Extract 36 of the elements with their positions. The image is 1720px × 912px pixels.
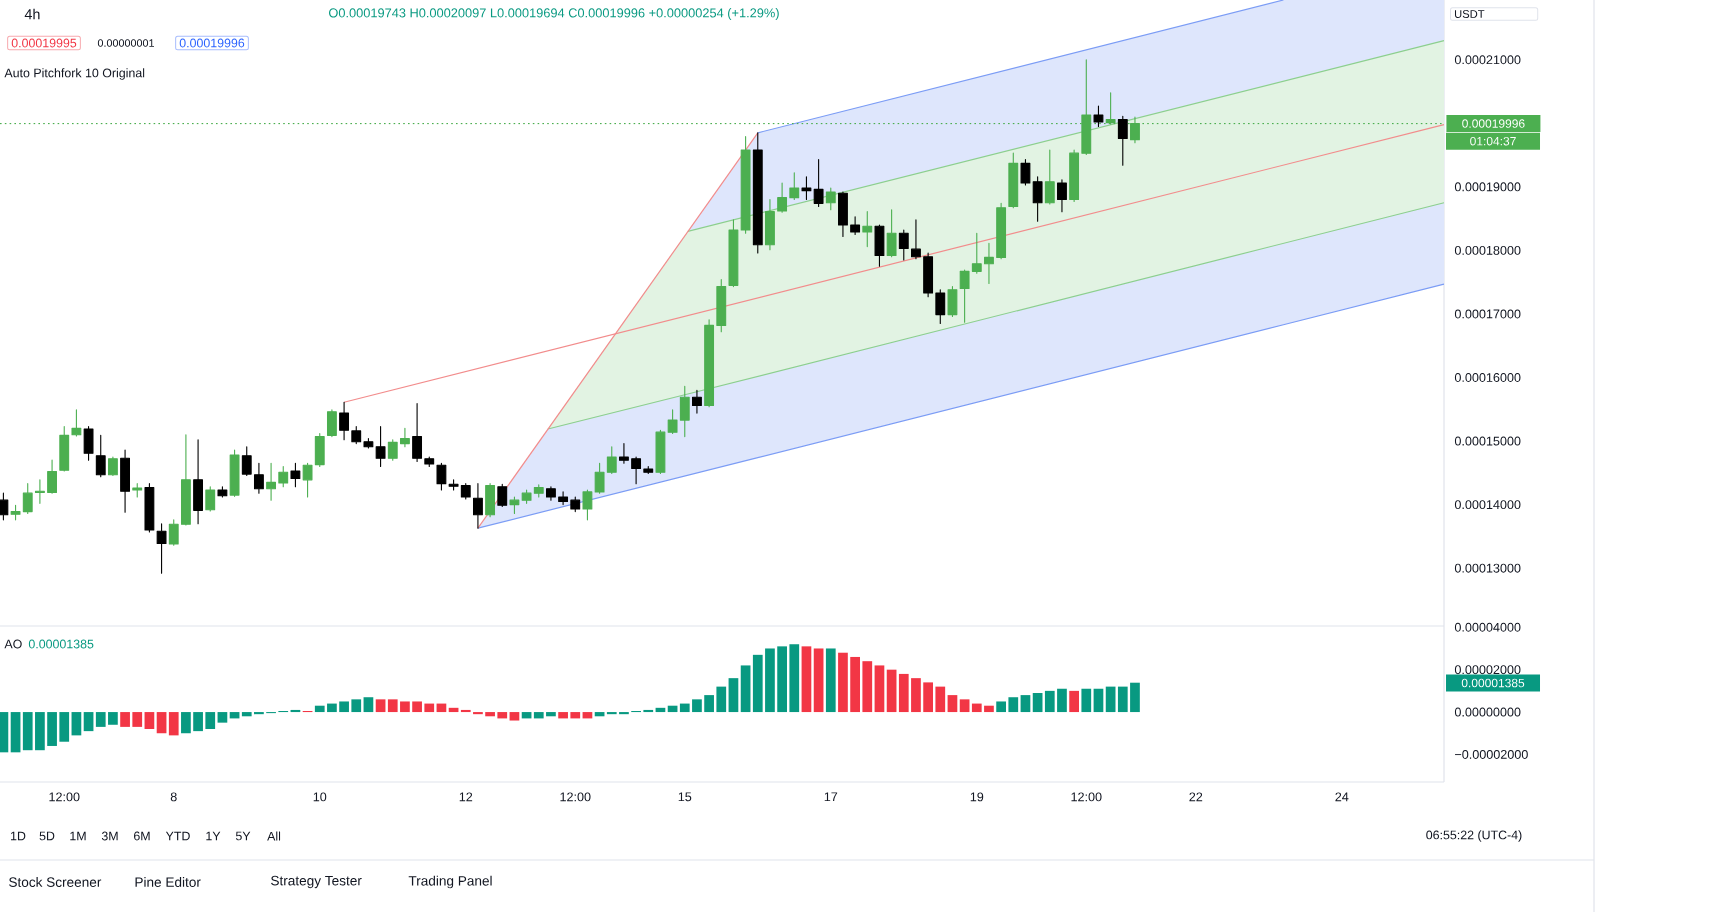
candlestick (1117, 115, 1128, 166)
candlestick (436, 462, 447, 491)
candlestick (1093, 105, 1104, 128)
candlestick (156, 523, 167, 574)
candlestick (1057, 179, 1067, 213)
candlestick (107, 456, 118, 476)
candlestick (326, 409, 337, 438)
candlestick (1044, 149, 1055, 205)
candlestick (1008, 152, 1019, 209)
candlestick (71, 409, 82, 437)
candlestick (229, 449, 240, 497)
bar (1069, 690, 1079, 713)
candlestick (132, 483, 143, 498)
candlestick (95, 434, 106, 478)
candlestick (874, 224, 885, 267)
candlestick (302, 462, 313, 498)
candlestick (692, 389, 702, 414)
candlestick (144, 483, 155, 533)
candlestick (290, 462, 301, 488)
candlestick (217, 486, 228, 498)
candlestick (193, 439, 203, 525)
candlestick (59, 425, 70, 472)
candlestick (825, 187, 836, 211)
candlestick (83, 425, 94, 461)
candlestick (886, 209, 897, 258)
candlestick (0, 492, 9, 521)
candlestick (497, 483, 508, 508)
candlestick (314, 432, 325, 468)
candlestick (472, 483, 483, 529)
candlestick (862, 211, 873, 248)
candlestick (947, 286, 958, 318)
candlestick (120, 449, 131, 513)
bar (825, 648, 836, 713)
candlestick (205, 486, 216, 512)
candlestick (752, 132, 763, 254)
candlestick (485, 483, 496, 518)
